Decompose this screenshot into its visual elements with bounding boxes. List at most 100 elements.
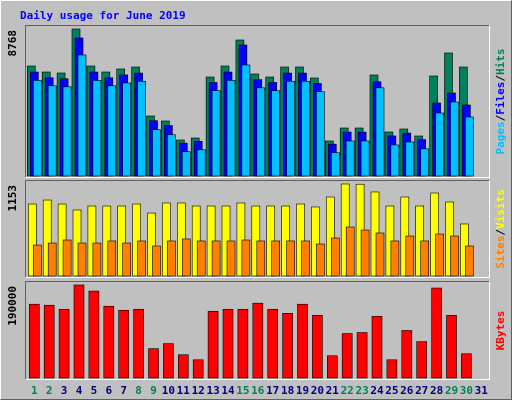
bar xyxy=(386,359,398,379)
x-tick-label: 22 xyxy=(341,384,354,397)
legend: Sites/Visits xyxy=(494,189,507,269)
x-tick-label: 21 xyxy=(326,384,340,397)
bar xyxy=(118,309,129,379)
bar xyxy=(77,54,87,177)
bar xyxy=(390,240,400,277)
y-tick-label: 190000 xyxy=(6,286,19,326)
x-tick-label: 25 xyxy=(385,384,398,397)
bar xyxy=(461,353,472,379)
panel-border-light xyxy=(25,180,490,278)
bar xyxy=(330,237,340,277)
bar xyxy=(43,304,55,379)
bar xyxy=(416,341,428,379)
x-tick-label: 13 xyxy=(206,384,219,397)
x-tick-label: 7 xyxy=(120,384,127,397)
bar xyxy=(88,290,100,379)
bar xyxy=(431,287,442,379)
bar xyxy=(137,240,146,277)
bar xyxy=(316,91,325,177)
bar xyxy=(282,313,293,379)
bar xyxy=(420,148,430,177)
bar xyxy=(162,202,171,277)
bar xyxy=(196,240,206,277)
legend-separator: / xyxy=(494,75,507,82)
bar xyxy=(42,199,52,277)
bar xyxy=(207,310,219,379)
bar xyxy=(32,244,42,277)
bar xyxy=(420,240,430,277)
bar xyxy=(301,240,310,277)
bar xyxy=(117,205,126,277)
panel-border-light xyxy=(25,25,490,178)
y-tick-label: 1153 xyxy=(6,185,19,212)
x-tick-label: 8 xyxy=(135,384,142,397)
bar xyxy=(341,333,353,379)
bar xyxy=(122,242,131,277)
legend-entry: Sites xyxy=(494,236,507,269)
x-tick-label: 2 xyxy=(46,384,53,397)
bar xyxy=(92,80,102,177)
bar xyxy=(371,316,383,379)
x-tick-label: 1 xyxy=(31,384,38,397)
bar xyxy=(62,239,72,277)
y-tick-label: 8768 xyxy=(6,30,19,57)
x-tick-label: 30 xyxy=(460,384,473,397)
bar xyxy=(401,330,413,379)
bar xyxy=(163,343,174,379)
bar xyxy=(316,243,325,277)
bar xyxy=(360,229,370,277)
bar xyxy=(132,203,141,277)
bar xyxy=(87,205,97,277)
x-tick-label: 4 xyxy=(76,384,83,397)
bar xyxy=(182,151,191,177)
panel-border-light xyxy=(25,281,490,380)
bar xyxy=(107,240,117,277)
bar xyxy=(312,315,323,379)
bar xyxy=(252,302,264,379)
bar xyxy=(47,242,57,277)
bar xyxy=(182,238,191,277)
bar xyxy=(211,240,221,277)
x-tick-label: 14 xyxy=(221,384,235,397)
x-tick-label: 12 xyxy=(192,384,205,397)
legend-separator: / xyxy=(494,229,507,236)
bar xyxy=(297,303,308,379)
x-tick-label: 3 xyxy=(61,384,68,397)
panel-border-dark xyxy=(25,25,490,178)
bar xyxy=(92,242,102,277)
bar xyxy=(465,116,474,177)
bar xyxy=(137,80,146,177)
legend-entry: Pages xyxy=(494,121,507,154)
bar xyxy=(465,245,474,277)
chart-title: Daily usage for June 2019 xyxy=(20,9,186,22)
bar xyxy=(405,235,415,277)
bar xyxy=(241,239,251,277)
bar xyxy=(148,348,159,379)
x-tick-label: 26 xyxy=(400,384,414,397)
legend: Pages/Files/Hits xyxy=(494,49,507,155)
bar xyxy=(271,90,281,177)
panel-border-dark xyxy=(25,281,490,380)
bar xyxy=(77,242,87,277)
x-tick-label: 24 xyxy=(370,384,384,397)
bar xyxy=(222,308,234,379)
bar xyxy=(32,80,42,177)
bar xyxy=(296,203,305,277)
x-tick-label: 27 xyxy=(415,384,428,397)
bar xyxy=(226,80,236,177)
x-tick-label: 18 xyxy=(281,384,294,397)
bar xyxy=(356,332,368,379)
bar xyxy=(271,240,281,277)
x-tick-label: 31 xyxy=(475,384,489,397)
legend-separator: / xyxy=(494,114,507,121)
panel-border-dark xyxy=(25,180,490,278)
bar xyxy=(47,85,57,177)
bar xyxy=(390,144,400,177)
bar xyxy=(326,355,338,379)
bar xyxy=(28,303,40,379)
bar xyxy=(237,308,249,379)
bar xyxy=(360,140,370,177)
bar xyxy=(192,359,204,379)
bar xyxy=(435,233,444,277)
